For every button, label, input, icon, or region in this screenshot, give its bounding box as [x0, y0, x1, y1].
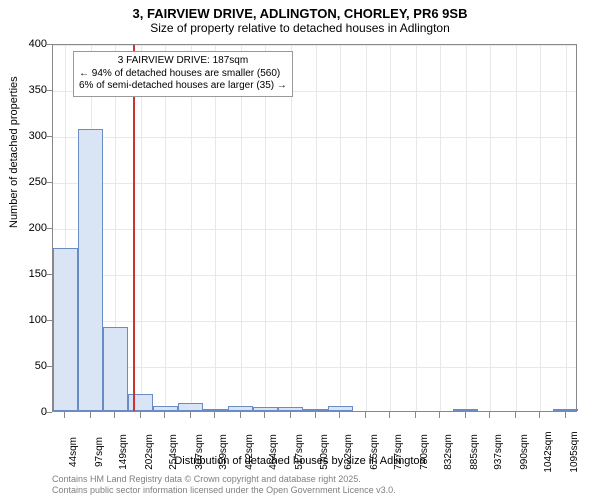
grid-line-h — [53, 45, 576, 46]
y-tick-mark — [46, 274, 52, 275]
grid-line-h — [53, 321, 576, 322]
annotation-larger: 6% of semi-detached houses are larger (3… — [79, 80, 287, 93]
x-tick-mark — [339, 412, 340, 418]
chart-title: 3, FAIRVIEW DRIVE, ADLINGTON, CHORLEY, P… — [0, 0, 600, 21]
grid-line-h — [53, 183, 576, 184]
histogram-bar — [153, 406, 178, 411]
y-tick-mark — [46, 412, 52, 413]
y-tick-label: 300 — [7, 130, 47, 142]
x-tick-mark — [90, 412, 91, 418]
grid-line-v — [191, 45, 192, 411]
grid-line-v — [215, 45, 216, 411]
grid-line-v — [241, 45, 242, 411]
marker-line-fill — [133, 45, 135, 411]
histogram-bar — [253, 407, 278, 411]
y-axis-label: Number of detached properties — [8, 76, 20, 228]
grid-line-v — [291, 45, 292, 411]
y-tick-label: 350 — [7, 84, 47, 96]
grid-line-v — [340, 45, 341, 411]
annotation-title: 3 FAIRVIEW DRIVE: 187sqm — [79, 55, 287, 68]
y-tick-label: 100 — [7, 314, 47, 326]
x-tick-mark — [539, 412, 540, 418]
grid-line-v — [516, 45, 517, 411]
x-tick-mark — [389, 412, 390, 418]
x-tick-mark — [489, 412, 490, 418]
chart-container: 3, FAIRVIEW DRIVE, ADLINGTON, CHORLEY, P… — [0, 0, 600, 500]
x-tick-mark — [290, 412, 291, 418]
x-tick-mark — [415, 412, 416, 418]
grid-line-h — [53, 367, 576, 368]
histogram-bar — [278, 407, 303, 411]
histogram-bar — [228, 406, 253, 411]
x-tick-mark — [140, 412, 141, 418]
x-axis-label: Distribution of detached houses by size … — [0, 455, 600, 467]
grid-line-v — [390, 45, 391, 411]
x-tick-mark — [515, 412, 516, 418]
y-tick-mark — [46, 228, 52, 229]
y-tick-mark — [46, 136, 52, 137]
grid-line-v — [566, 45, 567, 411]
x-tick-mark — [64, 412, 65, 418]
x-tick-mark — [565, 412, 566, 418]
histogram-bar — [303, 409, 328, 411]
histogram-bar — [553, 409, 578, 411]
grid-line-v — [490, 45, 491, 411]
x-tick-mark — [465, 412, 466, 418]
chart-subtitle: Size of property relative to detached ho… — [0, 21, 600, 39]
y-tick-label: 200 — [7, 222, 47, 234]
grid-line-v — [466, 45, 467, 411]
y-tick-mark — [46, 44, 52, 45]
x-tick-mark — [365, 412, 366, 418]
y-tick-mark — [46, 366, 52, 367]
grid-line-v — [265, 45, 266, 411]
histogram-bar — [78, 129, 103, 411]
x-tick-mark — [164, 412, 165, 418]
y-tick-mark — [46, 90, 52, 91]
x-tick-mark — [114, 412, 115, 418]
y-tick-label: 150 — [7, 268, 47, 280]
y-tick-mark — [46, 320, 52, 321]
grid-line-v — [416, 45, 417, 411]
grid-line-h — [53, 137, 576, 138]
y-tick-label: 250 — [7, 176, 47, 188]
x-tick-mark — [214, 412, 215, 418]
y-tick-label: 50 — [7, 360, 47, 372]
x-tick-mark — [264, 412, 265, 418]
grid-line-h — [53, 275, 576, 276]
y-tick-label: 0 — [7, 406, 47, 418]
histogram-bar — [103, 327, 128, 411]
footer-line2: Contains public sector information licen… — [52, 485, 396, 496]
grid-line-v — [141, 45, 142, 411]
grid-line-v — [165, 45, 166, 411]
footer-line1: Contains HM Land Registry data © Crown c… — [52, 474, 396, 485]
histogram-bar — [128, 394, 153, 411]
grid-line-v — [316, 45, 317, 411]
histogram-bar — [53, 248, 78, 411]
histogram-bar — [178, 403, 203, 411]
histogram-bar — [203, 409, 228, 411]
histogram-bar — [453, 409, 478, 411]
x-tick-mark — [240, 412, 241, 418]
x-tick-mark — [190, 412, 191, 418]
x-tick-mark — [439, 412, 440, 418]
y-tick-label: 400 — [7, 38, 47, 50]
y-tick-mark — [46, 182, 52, 183]
annotation-smaller: ← 94% of detached houses are smaller (56… — [79, 68, 287, 81]
histogram-bar — [328, 406, 353, 411]
plot-area: 3 FAIRVIEW DRIVE: 187sqm ← 94% of detach… — [52, 44, 577, 412]
annotation-box: 3 FAIRVIEW DRIVE: 187sqm ← 94% of detach… — [73, 51, 293, 97]
grid-line-v — [440, 45, 441, 411]
grid-line-h — [53, 229, 576, 230]
grid-line-v — [540, 45, 541, 411]
x-tick-mark — [315, 412, 316, 418]
footer: Contains HM Land Registry data © Crown c… — [52, 474, 396, 496]
grid-line-v — [366, 45, 367, 411]
